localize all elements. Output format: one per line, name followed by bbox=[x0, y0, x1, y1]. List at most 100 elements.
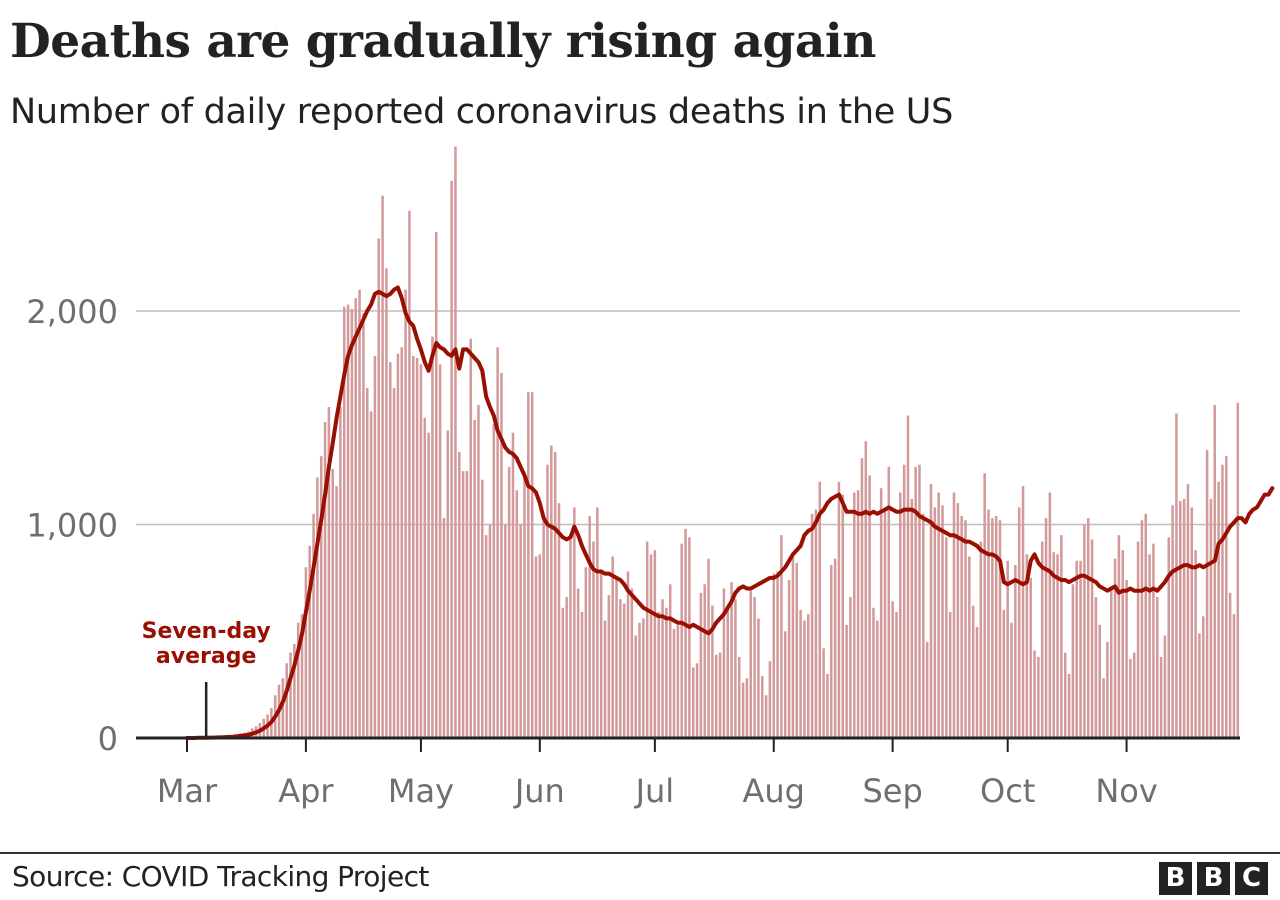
x-tick-label: Sep bbox=[862, 772, 922, 810]
daily-death-bar bbox=[335, 486, 338, 738]
daily-death-bar bbox=[929, 483, 933, 738]
daily-death-bar bbox=[883, 511, 887, 738]
daily-death-bar bbox=[1140, 520, 1144, 738]
daily-death-bar bbox=[381, 195, 384, 738]
daily-death-bar bbox=[937, 492, 940, 739]
daily-death-bar bbox=[461, 471, 465, 739]
x-tick-label: Mar bbox=[157, 772, 218, 810]
daily-death-bar bbox=[331, 468, 334, 738]
source-label: Source: COVID Tracking Project bbox=[12, 860, 429, 893]
daily-death-bar bbox=[768, 661, 772, 738]
daily-death-bar bbox=[787, 580, 791, 738]
daily-death-bar bbox=[408, 210, 411, 738]
daily-death-bar bbox=[1106, 641, 1109, 738]
daily-death-bar bbox=[1098, 624, 1101, 739]
daily-death-bar bbox=[327, 407, 331, 738]
daily-death-bar bbox=[960, 515, 963, 738]
daily-death-bar bbox=[899, 492, 902, 739]
daily-death-bar bbox=[622, 603, 626, 738]
daily-death-bar bbox=[830, 565, 833, 739]
daily-death-bar bbox=[983, 473, 986, 738]
daily-death-bar bbox=[822, 648, 825, 738]
bbc-logo: B B C bbox=[1159, 862, 1268, 895]
daily-death-bar bbox=[1052, 552, 1055, 738]
daily-death-bar bbox=[615, 577, 618, 739]
daily-death-bar bbox=[1044, 518, 1048, 739]
daily-death-bar bbox=[1136, 541, 1140, 738]
seven-day-average-line bbox=[185, 285, 1275, 740]
daily-death-bar bbox=[1202, 616, 1205, 738]
daily-death-bar bbox=[956, 503, 960, 738]
daily-death-bar bbox=[1225, 456, 1228, 738]
daily-death-bar bbox=[722, 588, 726, 738]
daily-death-bar bbox=[1125, 580, 1128, 738]
daily-death-bar bbox=[323, 422, 327, 738]
daily-death-bar bbox=[737, 656, 741, 738]
daily-death-bar bbox=[369, 411, 373, 738]
daily-death-bar bbox=[833, 558, 837, 738]
daily-death-bar bbox=[991, 518, 994, 739]
daily-death-bar bbox=[1221, 464, 1224, 738]
daily-death-bar bbox=[312, 513, 315, 738]
x-tick-label: Apr bbox=[278, 772, 334, 810]
daily-death-bar bbox=[653, 550, 657, 738]
daily-death-bar bbox=[458, 451, 461, 738]
daily-death-bar bbox=[300, 614, 304, 738]
daily-death-bar bbox=[922, 513, 925, 738]
daily-death-bar bbox=[542, 520, 545, 738]
daily-death-bar bbox=[688, 537, 691, 738]
daily-death-bar bbox=[1175, 413, 1178, 738]
daily-death-bar bbox=[561, 607, 565, 738]
daily-death-bar bbox=[1228, 592, 1232, 738]
daily-death-bar bbox=[968, 556, 971, 738]
daily-death-bar bbox=[285, 663, 288, 738]
daily-death-bar bbox=[626, 571, 630, 738]
daily-death-bar bbox=[427, 432, 430, 738]
daily-death-bar bbox=[1213, 404, 1217, 738]
daily-death-bar bbox=[638, 622, 641, 738]
x-axis: Mar Apr May Jun Jul Aug Sep Oct Nov bbox=[136, 736, 1240, 810]
daily-death-bar bbox=[895, 612, 898, 738]
daily-death-bar bbox=[902, 464, 906, 738]
daily-death-bar bbox=[1232, 614, 1236, 738]
daily-death-bar bbox=[450, 180, 453, 738]
daily-death-bar bbox=[1163, 635, 1167, 738]
x-tick-label: Jul bbox=[634, 772, 675, 810]
daily-death-bar bbox=[948, 612, 952, 738]
daily-death-bar bbox=[1048, 492, 1052, 739]
annotation-label: Seven-day bbox=[142, 619, 271, 644]
daily-death-bar bbox=[741, 682, 745, 738]
daily-death-bar bbox=[1198, 633, 1201, 738]
daily-death-bar bbox=[634, 635, 637, 738]
daily-death-bar bbox=[975, 626, 979, 738]
daily-death-bar bbox=[1021, 486, 1025, 738]
x-tick-label: Nov bbox=[1095, 772, 1157, 810]
daily-death-bar bbox=[496, 347, 499, 738]
daily-death-bar bbox=[668, 584, 672, 738]
daily-death-bar bbox=[1006, 560, 1009, 738]
daily-death-bar bbox=[557, 503, 561, 738]
daily-death-bar bbox=[1029, 577, 1032, 739]
daily-death-bar bbox=[289, 652, 292, 738]
daily-death-bar bbox=[657, 612, 660, 738]
daily-death-bar bbox=[649, 554, 653, 738]
daily-death-bar bbox=[400, 347, 404, 738]
footer-divider bbox=[0, 852, 1280, 854]
daily-death-bar bbox=[726, 607, 729, 738]
daily-death-bar bbox=[1144, 513, 1148, 738]
daily-death-bar bbox=[979, 541, 983, 738]
daily-death-bar bbox=[454, 146, 457, 739]
daily-death-bar bbox=[515, 490, 519, 738]
bbc-logo-letter: B bbox=[1159, 862, 1192, 895]
daily-death-bar bbox=[492, 424, 496, 738]
daily-death-bar bbox=[699, 592, 703, 738]
daily-death-bar bbox=[596, 507, 599, 738]
daily-death-bar bbox=[860, 458, 864, 738]
y-tick-label: 1,000 bbox=[26, 507, 118, 545]
daily-death-bar bbox=[507, 466, 511, 738]
daily-death-bar bbox=[841, 494, 845, 738]
daily-death-bar bbox=[695, 663, 699, 738]
daily-death-bar bbox=[891, 601, 894, 738]
daily-death-bar bbox=[665, 607, 668, 738]
